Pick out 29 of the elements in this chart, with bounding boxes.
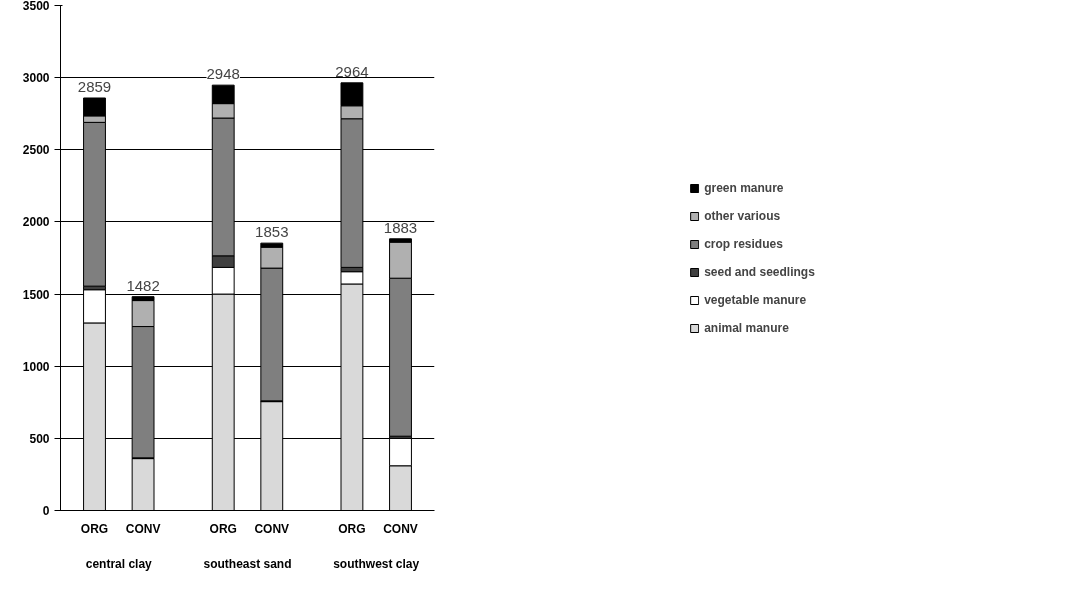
legend-label: other various — [704, 208, 781, 223]
total-label: 2948 — [206, 65, 240, 83]
y-tick-label: 2000 — [22, 215, 50, 230]
legend-label: vegetable manure — [704, 292, 807, 307]
total-label: 2859 — [77, 77, 112, 95]
legend-label: seed and seedlings — [704, 264, 815, 279]
legend-label: green manure — [704, 180, 784, 195]
y-tick-label: 0 — [42, 504, 50, 518]
x-tick-label: CONV — [254, 521, 290, 536]
y-tick-label: 1000 — [22, 359, 50, 374]
x-tick-label: CONV — [125, 521, 161, 536]
total-label: 2964 — [335, 62, 369, 80]
text: southeast sand — [203, 556, 292, 571]
y-tick-label: 500 — [29, 431, 50, 446]
y-tick-label: 2500 — [22, 143, 50, 158]
x-tick-label: CONV — [383, 521, 418, 536]
x-tick-label: ORG — [80, 521, 109, 536]
y-tick-label: 3500 — [22, 0, 50, 13]
x-tick-label: ORG — [209, 521, 237, 536]
y-tick-label: 3000 — [22, 71, 50, 86]
text: southwest clay — [333, 556, 420, 571]
total-label: 1883 — [383, 218, 418, 236]
total-label: 1482 — [126, 276, 160, 294]
text: central clay — [85, 556, 153, 571]
legend-label: crop residues — [704, 236, 783, 251]
legend-label: animal manure — [704, 320, 789, 335]
x-tick-label: ORG — [338, 521, 366, 536]
total-label: 1853 — [255, 223, 289, 241]
y-tick-label: 1500 — [22, 287, 50, 302]
